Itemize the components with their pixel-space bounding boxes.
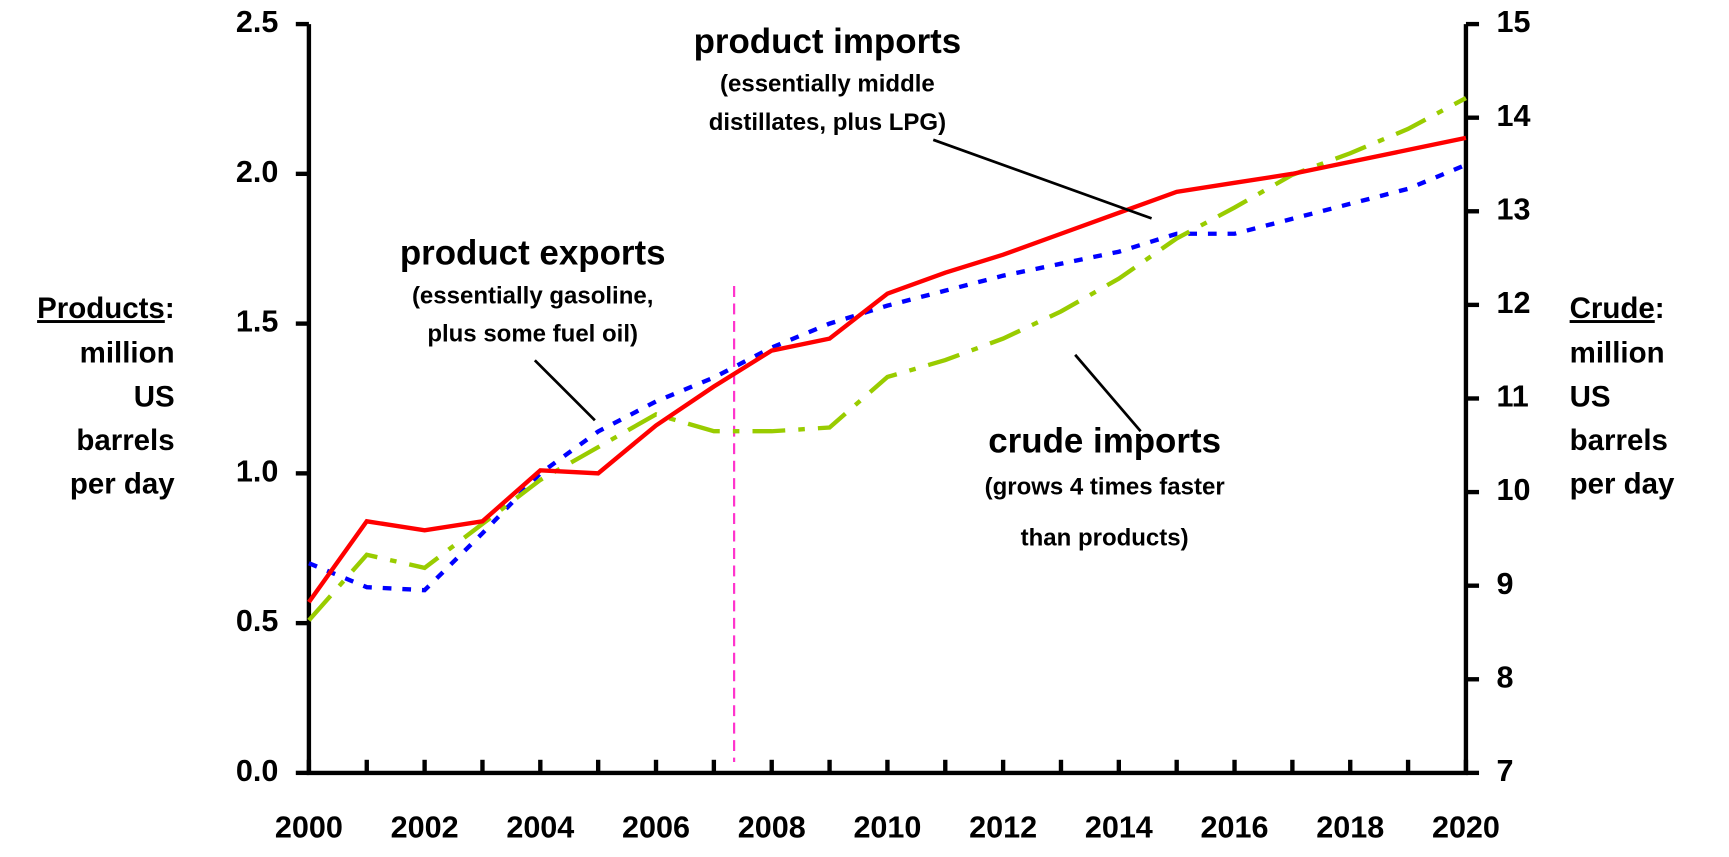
axis-title-line: US [1570,380,1611,413]
annotation-leader [533,359,596,422]
x-tick-label: 2008 [738,811,806,845]
series-line [307,96,1467,622]
axis-title-emphasis: Products [37,292,165,325]
x-tick-label: 2010 [853,811,921,845]
axis-title-line: million [80,337,175,370]
x-tick-label: 2016 [1201,811,1269,845]
series-line [308,162,1467,593]
annotation-leader [932,138,1153,220]
annotation-text: distillates, plus LPG) [709,109,946,136]
x-tick-label: 2006 [622,811,690,845]
y2-tick-label: 13 [1497,192,1531,226]
y-tick-label: 0.0 [236,754,278,788]
y-tick-label: 1.0 [236,454,278,488]
axis-title-suffix: : [165,292,175,325]
x-tick-label: 2018 [1316,811,1384,845]
axis-title-line: million [1570,337,1665,370]
y2-tick-label: 8 [1497,660,1514,694]
y2-tick-label: 10 [1497,473,1531,507]
x-tick-label: 2012 [969,811,1037,845]
annotation-text: (grows 4 times faster [985,473,1225,500]
annotation-leader [1074,353,1142,433]
axis-title-line: per day [1570,468,1675,501]
y2-tick-label: 15 [1497,5,1531,39]
axis-title-emphasis: Crude [1570,292,1655,325]
x-tick-label: 2004 [506,811,574,845]
annotation-title: product imports [694,22,962,61]
y-tick-label: 1.5 [236,305,278,339]
y2-tick-label: 7 [1497,754,1514,788]
x-tick-label: 2014 [1085,811,1153,845]
series-line [307,135,1467,604]
annotation-text: plus some fuel oil) [427,321,638,348]
axis-title-line: barrels [1570,424,1668,457]
axis-title-line: per day [70,468,175,501]
y-tick-label: 0.5 [236,604,278,638]
y2-tick-label: 9 [1497,567,1514,601]
axis-title-line: barrels [76,424,174,457]
x-tick-label: 2020 [1432,811,1500,845]
x-tick-label: 2000 [275,811,343,845]
annotation-title: product exports [400,234,666,273]
y-tick-label: 2.5 [236,5,278,39]
annotation-text: (essentially middle [720,71,935,98]
axis-title-suffix: : [1655,292,1665,325]
axis-title: Products: [37,292,175,325]
y2-tick-label: 11 [1497,380,1529,414]
y-tick-label: 2.0 [236,155,278,189]
axis-title-line: US [134,380,175,413]
y2-tick-label: 14 [1497,99,1531,133]
x-tick-label: 2002 [391,811,459,845]
y2-tick-label: 12 [1497,286,1531,320]
annotation-text: than products) [1021,525,1189,552]
axis-title: Crude: [1570,292,1665,325]
annotation-title: crude imports [988,421,1221,460]
annotation-text: (essentially gasoline, [412,282,653,309]
